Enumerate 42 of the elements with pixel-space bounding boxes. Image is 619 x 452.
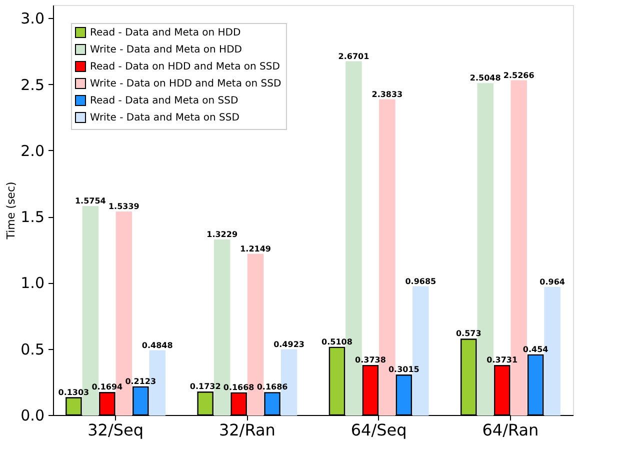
data-label: 0.964 [540, 278, 566, 287]
data-label: 2.6701 [338, 52, 370, 61]
data-label: 1.5339 [108, 202, 140, 212]
x-tick-label: 64/Ran [482, 420, 539, 440]
legend-label: Write - Data and Meta on SSD [90, 112, 240, 124]
data-label: 0.3015 [388, 365, 420, 374]
data-label: 2.5048 [470, 74, 502, 83]
y-tick-label: 0.0 [20, 406, 44, 424]
data-label: 1.2149 [240, 244, 272, 254]
data-label: 1.3229 [206, 230, 238, 240]
data-label: 0.573 [456, 329, 482, 338]
y-tick-label: 2.5 [20, 76, 44, 94]
legend-label: Read - Data and Meta on SSD [90, 96, 238, 106]
data-label: 0.3731 [486, 356, 518, 365]
legend-label: Write - Data on HDD and Meta on SSD [90, 78, 282, 90]
data-label: 0.1686 [256, 382, 288, 392]
y-tick-label: 1.0 [20, 274, 44, 292]
data-label: 0.4848 [142, 340, 174, 350]
legend-label: Read - Data on HDD and Meta on SSD [90, 62, 280, 72]
x-tick-label: 32/Seq [88, 420, 144, 440]
y-tick-label: 2.0 [20, 142, 44, 160]
data-label: 0.4923 [274, 340, 304, 349]
data-label: 0.1668 [223, 382, 255, 392]
data-label: 1.5754 [74, 196, 106, 206]
y-tick-label: 1.5 [20, 208, 44, 226]
data-label: 0.1732 [190, 382, 221, 392]
legend-label: Read - Data and Meta on HDD [90, 28, 242, 38]
y-tick-label: 0.5 [20, 340, 44, 358]
data-label: 0.2123 [125, 376, 156, 386]
data-label: 0.1303 [58, 388, 90, 397]
x-tick-label: 64/Seq [350, 420, 407, 440]
x-tick-label: 32/Ran [218, 420, 276, 440]
data-label: 0.454 [522, 344, 549, 354]
y-tick-label: 3.0 [20, 10, 44, 28]
data-label: 0.9685 [405, 276, 437, 286]
y-axis-title: Time (sec) [4, 182, 18, 240]
data-label: 0.1694 [92, 382, 124, 392]
legend-label: Write - Data and Meta on HDD [90, 44, 242, 56]
data-label: 0.3738 [355, 356, 386, 365]
data-label: 2.5266 [503, 70, 535, 80]
data-label: 2.3833 [372, 90, 403, 99]
data-label: 0.5108 [322, 337, 353, 346]
